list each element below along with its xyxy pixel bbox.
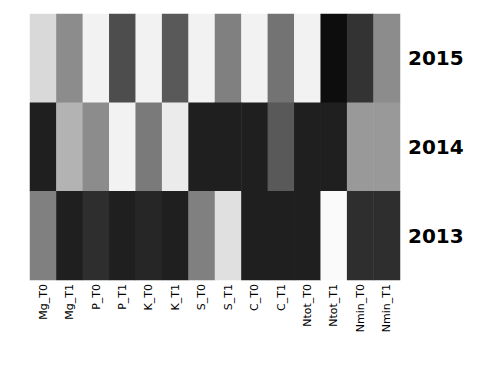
svg-text:K_T1: K_T1 [169, 284, 182, 310]
svg-text:P_T1: P_T1 [116, 284, 129, 310]
svg-text:Nmin_T1: Nmin_T1 [380, 284, 393, 332]
svg-text:Ntot_T0: Ntot_T0 [301, 284, 314, 327]
svg-text:S_T1: S_T1 [222, 284, 235, 310]
svg-text:P_T0: P_T0 [90, 284, 103, 310]
svg-text:S_T0: S_T0 [195, 284, 208, 310]
svg-text:C_T0: C_T0 [248, 284, 261, 311]
svg-text:2013: 2013 [408, 224, 464, 248]
svg-text:K_T0: K_T0 [142, 284, 155, 310]
svg-text:C_T1: C_T1 [275, 284, 288, 311]
svg-text:2015: 2015 [408, 46, 464, 70]
svg-text:2014: 2014 [408, 135, 464, 159]
svg-text:Ntot_T1: Ntot_T1 [327, 284, 340, 327]
svg-text:Nmin_T0: Nmin_T0 [354, 284, 367, 332]
svg-text:Mg_T0: Mg_T0 [37, 284, 50, 320]
svg-text:Mg_T1: Mg_T1 [63, 284, 76, 320]
